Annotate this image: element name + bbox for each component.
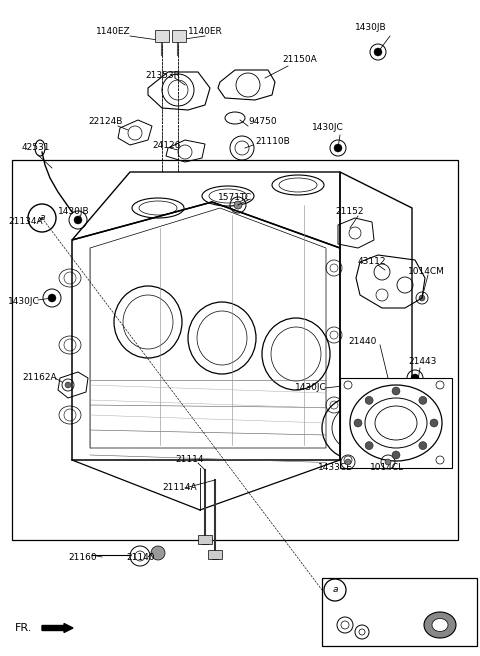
Text: 1430JB: 1430JB (58, 207, 90, 216)
Circle shape (65, 382, 71, 388)
Text: 1430JC: 1430JC (295, 384, 327, 392)
Text: 1140EZ: 1140EZ (96, 28, 131, 37)
Text: 21162A: 21162A (22, 373, 57, 382)
Text: 1433CE: 1433CE (318, 464, 353, 472)
Text: 1430JB: 1430JB (355, 24, 386, 33)
Circle shape (365, 396, 373, 404)
Circle shape (430, 419, 438, 427)
Circle shape (234, 201, 242, 209)
Circle shape (74, 216, 82, 224)
Ellipse shape (432, 619, 448, 632)
Text: 1430JC: 1430JC (312, 123, 344, 133)
Text: 21110B: 21110B (255, 138, 290, 146)
Text: a: a (39, 213, 45, 222)
Text: 22124B: 22124B (88, 117, 122, 127)
Circle shape (411, 374, 419, 382)
Text: a: a (332, 586, 338, 594)
Text: 1430JC: 1430JC (8, 298, 40, 306)
Circle shape (374, 48, 382, 56)
Text: 21114A: 21114A (162, 483, 197, 493)
Text: 21134A: 21134A (8, 218, 43, 226)
Bar (12, 160, 458, 540)
Text: 21443: 21443 (408, 358, 436, 367)
Text: 1140ER: 1140ER (188, 28, 223, 37)
Text: 1751GI: 1751GI (325, 607, 352, 617)
Text: (ALT.): (ALT.) (402, 592, 422, 600)
Text: 42531: 42531 (22, 144, 50, 152)
Text: 21133: 21133 (325, 592, 349, 600)
Circle shape (419, 295, 425, 301)
Circle shape (345, 459, 351, 465)
Circle shape (385, 459, 391, 465)
Text: 1014CM: 1014CM (408, 268, 445, 276)
Circle shape (419, 396, 427, 404)
Circle shape (354, 419, 362, 427)
Circle shape (334, 144, 342, 152)
Text: 21140: 21140 (126, 554, 155, 562)
Bar (340, 378, 452, 468)
Text: 94750: 94750 (248, 117, 276, 127)
Text: 21440: 21440 (348, 337, 376, 346)
Bar (208, 550, 222, 559)
Circle shape (419, 441, 427, 449)
Circle shape (392, 451, 400, 459)
Ellipse shape (424, 612, 456, 638)
Text: 21114: 21114 (175, 455, 204, 464)
Text: 1014CL: 1014CL (370, 464, 404, 472)
Text: FR.: FR. (15, 623, 32, 633)
Bar (155, 30, 169, 42)
Circle shape (151, 546, 165, 560)
Text: 21314A: 21314A (402, 605, 431, 615)
Bar (198, 535, 212, 544)
Text: 21160: 21160 (68, 554, 96, 562)
Text: 24126: 24126 (152, 140, 180, 150)
Text: 43112: 43112 (358, 258, 386, 266)
Text: 21150A: 21150A (282, 56, 317, 64)
Bar (172, 30, 186, 42)
Circle shape (365, 441, 373, 449)
Bar (322, 578, 477, 646)
Circle shape (48, 294, 56, 302)
Text: 21152: 21152 (335, 207, 363, 216)
Text: 1571TC: 1571TC (218, 194, 252, 203)
FancyArrow shape (42, 623, 73, 632)
Text: 21353R: 21353R (145, 70, 180, 79)
Circle shape (392, 387, 400, 395)
